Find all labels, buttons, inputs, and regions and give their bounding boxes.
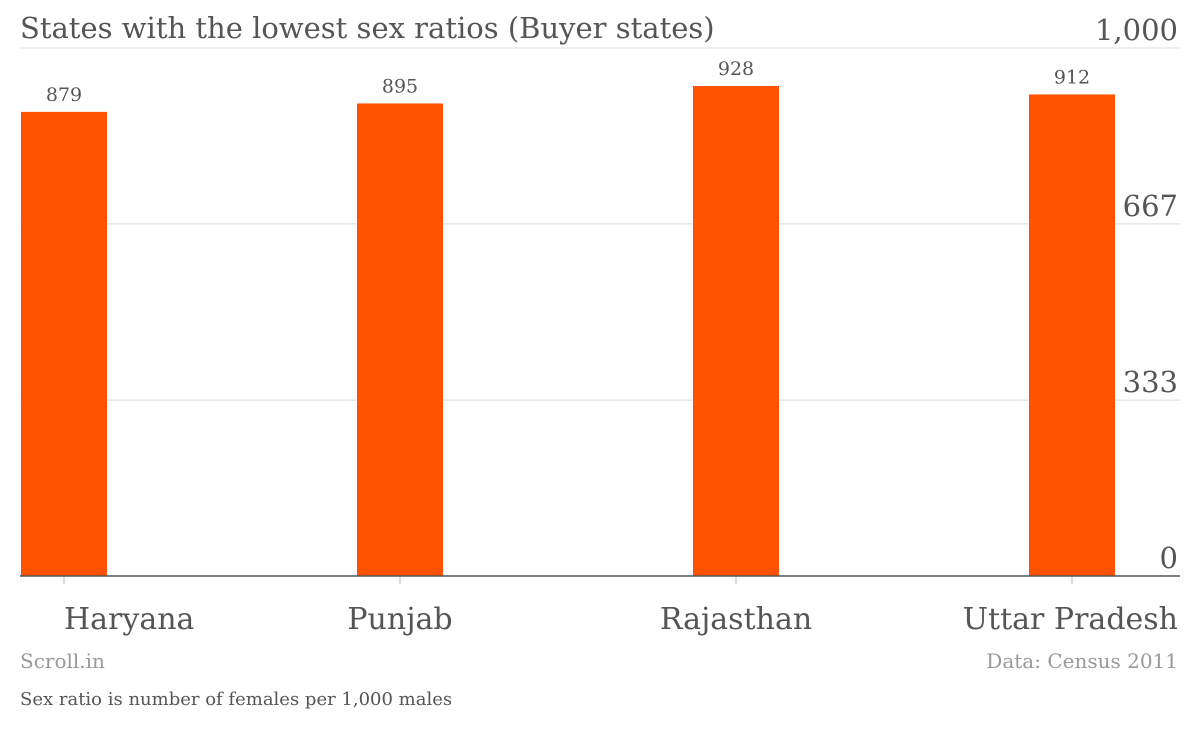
y-tick-labels: 0 333 667 1,000 (1095, 13, 1178, 575)
x-tick-labels: Haryana Punjab Rajasthan Uttar Pradesh (64, 602, 1178, 637)
y-tick-label: 333 (1123, 365, 1178, 399)
y-tick-label: 0 (1160, 541, 1178, 575)
bar-value-label: 928 (718, 58, 754, 80)
bars (21, 86, 1115, 577)
bar-value-label: 912 (1054, 66, 1090, 88)
axes (20, 575, 1180, 584)
bar-punjab (357, 103, 443, 576)
source-label: Data: Census 2011 (986, 649, 1178, 673)
bar-value-labels: 879 895 928 912 (46, 58, 1090, 106)
y-tick-label: 1,000 (1095, 13, 1178, 47)
bar-value-label: 895 (382, 75, 418, 97)
bar-uttar-pradesh (1029, 94, 1115, 577)
bar-value-label: 879 (46, 84, 82, 106)
x-tick-label: Rajasthan (660, 602, 812, 637)
x-tick-label: Punjab (347, 602, 452, 637)
footnote: Sex ratio is number of females per 1,000… (20, 689, 452, 710)
y-tick-label: 667 (1123, 189, 1178, 223)
chart-title: States with the lowest sex ratios (Buyer… (20, 11, 715, 45)
gridlines (20, 47, 1180, 401)
x-tick-label: Haryana (64, 602, 195, 637)
x-tick-label: Uttar Pradesh (963, 602, 1178, 637)
credit-label: Scroll.in (20, 649, 105, 673)
bar-rajasthan (693, 86, 779, 577)
bar-haryana (21, 111, 107, 576)
